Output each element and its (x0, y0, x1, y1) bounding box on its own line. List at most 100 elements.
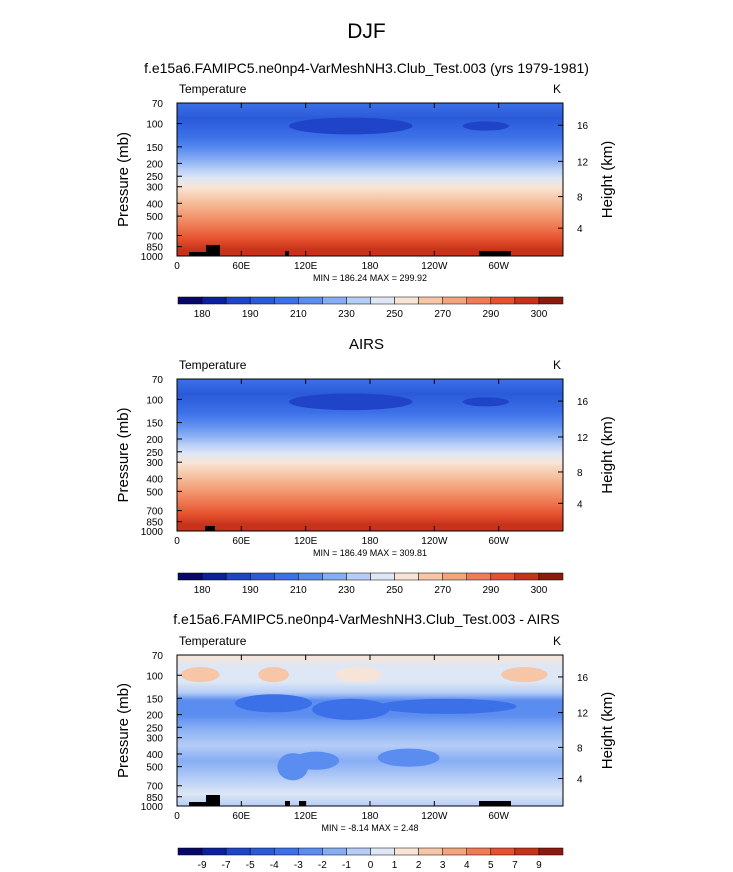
min-max-label: MIN = 186.24 MAX = 299.92 (313, 273, 427, 283)
topography-mask (189, 802, 219, 806)
colorbar-label: -1 (342, 860, 351, 871)
height-tick-label: 4 (577, 774, 583, 785)
y-tick-label: 1000 (141, 252, 164, 263)
colorbar-swatch (538, 296, 564, 305)
height-tick-label: 8 (577, 743, 583, 754)
colorbar-label: 190 (242, 585, 259, 596)
colorbar-swatch (538, 847, 564, 856)
y-tick-label: 250 (146, 723, 163, 734)
x-tick-label: 60E (232, 811, 250, 822)
y-tick-label: 150 (146, 419, 163, 430)
y-tick-label: 100 (146, 120, 163, 131)
y-tick-label: 500 (146, 487, 163, 498)
difference-region (258, 667, 289, 683)
colorbar-swatch (274, 847, 299, 856)
x-tick-label: 120E (294, 536, 318, 547)
panel-3-title: f.e15a6.FAMIPC5.ne0np4-VarMeshNH3.Club_T… (173, 611, 560, 627)
y-tick-label: 300 (146, 458, 163, 469)
colorbar-swatch (538, 572, 564, 581)
height-tick-label: 8 (577, 193, 583, 204)
colorbar-swatch (370, 572, 395, 581)
height-tick-label: 4 (577, 224, 583, 235)
colorbar-swatch (394, 572, 419, 581)
topography-mask (479, 801, 511, 806)
difference-region (501, 667, 548, 683)
y-tick-label: 400 (146, 475, 163, 486)
y-tick-label: 200 (146, 711, 163, 722)
height-tick-label: 12 (577, 433, 589, 444)
difference-region (377, 698, 517, 714)
colorbar-label: 270 (434, 585, 451, 596)
x-tick-label: 120E (294, 261, 318, 272)
colorbar-swatch (442, 572, 467, 581)
colorbar-label: 290 (482, 585, 499, 596)
y-tick-label: 250 (146, 448, 163, 459)
topography-mask (285, 251, 289, 256)
y-axis-title: Pressure (mb) (115, 407, 132, 502)
colorbar-swatch (490, 296, 516, 305)
y-tick-label: 700 (146, 782, 163, 793)
colorbar-swatch (249, 572, 275, 581)
topography-mask (206, 795, 220, 806)
colorbar-label: 7 (512, 860, 518, 871)
colorbar-swatch (442, 847, 467, 856)
colorbar-swatch (418, 572, 443, 581)
colorbar-swatch (514, 572, 540, 581)
colorbar-swatch (225, 572, 251, 581)
colorbar-swatch (514, 296, 540, 305)
x-tick-label: 60W (488, 536, 509, 547)
panel-2-title: AIRS (348, 336, 384, 353)
colorbar-label: 9 (536, 860, 542, 871)
x-tick-label: 0 (174, 811, 180, 822)
colorbar: 180 190 210 230 250 270 290 300 (177, 296, 564, 320)
colorbar-label: -3 (294, 860, 303, 871)
y-tick-label: 1000 (141, 802, 164, 813)
panel-3-difference-temperature: Temperature K7010015020025030040050070085… (115, 634, 616, 871)
height-tick-label: 16 (577, 397, 589, 408)
colorbar-label: 290 (482, 309, 499, 320)
colorbar-label: 3 (440, 860, 446, 871)
y-tick-label: 700 (146, 507, 163, 518)
colorbar: -9 -7 -5 -4 -3 -2 -1 0 1 2 3 4 5 7 9 (177, 847, 564, 871)
x-tick-label: 180 (362, 536, 379, 547)
colorbar-swatch (249, 296, 275, 305)
colorbar-swatch (177, 296, 203, 305)
colorbar-swatch (201, 572, 227, 581)
units-label: K (553, 358, 561, 372)
y-tick-label: 300 (146, 734, 163, 745)
difference-region (277, 753, 309, 781)
difference-region (312, 698, 390, 720)
colorbar-swatch (346, 847, 371, 856)
height-tick-label: 8 (577, 468, 583, 479)
height-tick-label: 4 (577, 499, 583, 510)
difference-region (180, 667, 220, 683)
colorbar-swatch (177, 572, 203, 581)
min-max-label: MIN = 186.49 MAX = 309.81 (313, 548, 427, 558)
panel-1-title: f.e15a6.FAMIPC5.ne0np4-VarMeshNH3.Club_T… (144, 60, 589, 76)
colorbar-label: -2 (318, 860, 327, 871)
difference-region (234, 694, 313, 713)
x-tick-label: 60E (232, 261, 250, 272)
colorbar-label: -4 (270, 860, 279, 871)
y-tick-label: 70 (152, 375, 164, 386)
difference-region (335, 667, 382, 683)
colorbar-label: 180 (194, 309, 211, 320)
x-tick-label: 60E (232, 536, 250, 547)
y-axis-right-title: Height (km) (599, 416, 616, 494)
topography-mask (206, 245, 220, 256)
colorbar-label: 210 (290, 585, 307, 596)
colorbar-swatch (394, 296, 419, 305)
colorbar-label: 300 (531, 309, 548, 320)
colorbar-label: 4 (464, 860, 470, 871)
figure-title: DJF (347, 20, 386, 43)
colorbar-label: 270 (434, 309, 451, 320)
colorbar-swatch (346, 572, 371, 581)
colorbar-label: 0 (368, 860, 374, 871)
colorbar-swatch (370, 847, 395, 856)
y-tick-label: 100 (146, 395, 163, 406)
y-axis-right-title: Height (km) (599, 141, 616, 219)
colorbar-label: 230 (338, 309, 355, 320)
x-tick-label: 0 (174, 261, 180, 272)
variable-label: Temperature (179, 358, 247, 372)
